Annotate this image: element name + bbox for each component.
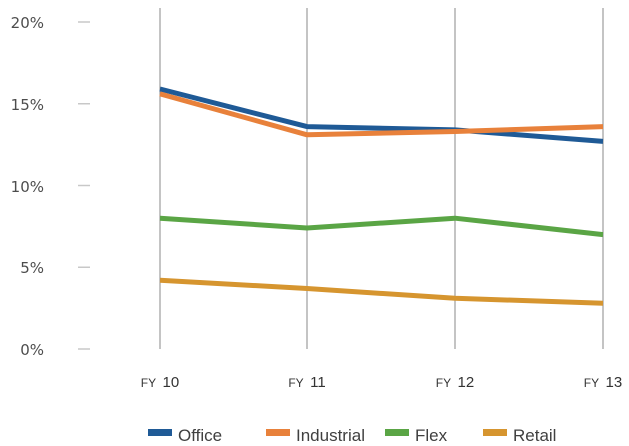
x-tick-year: 11: [310, 374, 326, 391]
legend-swatch-flex: [385, 429, 409, 436]
x-tick-prefix: FY: [584, 376, 599, 390]
x-tick-year: 10: [163, 374, 180, 391]
series-line-retail: [159, 277, 604, 306]
y-tick-label: 10%: [11, 178, 44, 196]
legend-label-flex: Flex: [415, 426, 448, 445]
x-tick-year: 12: [458, 374, 475, 391]
x-tick-label: FY 12: [436, 374, 474, 391]
legend: Office Industrial Flex Retail: [148, 426, 556, 445]
x-tick-year: 13: [606, 374, 623, 391]
y-axis-tick-labels: 0% 5% 10% 15% 20%: [11, 14, 44, 359]
x-axis-tick-labels: FY 10 FY 11 FY 12 FY 13: [141, 374, 622, 391]
legend-swatch-retail: [483, 429, 507, 436]
series-lines: [159, 86, 604, 306]
x-tick-label: FY 11: [288, 374, 325, 391]
legend-swatch-industrial: [266, 429, 290, 436]
series-line-industrial: [159, 91, 604, 138]
y-axis-tick-marks: [78, 21, 90, 350]
series-line-office: [159, 86, 604, 144]
y-tick-label: 5%: [20, 259, 44, 277]
x-tick-prefix: FY: [436, 376, 451, 390]
vertical-gridlines: [159, 8, 604, 349]
y-tick-label: 0%: [20, 341, 44, 359]
legend-label-retail: Retail: [513, 426, 556, 445]
legend-swatch-office: [148, 429, 172, 436]
y-tick-label: 15%: [11, 96, 44, 114]
legend-label-industrial: Industrial: [296, 426, 365, 445]
legend-label-office: Office: [178, 426, 222, 445]
x-tick-prefix: FY: [288, 376, 303, 390]
x-tick-label: FY 10: [141, 374, 179, 391]
y-tick-label: 20%: [11, 14, 44, 32]
series-line-flex: [159, 215, 604, 238]
x-tick-prefix: FY: [141, 376, 156, 390]
x-tick-label: FY 13: [584, 374, 622, 391]
